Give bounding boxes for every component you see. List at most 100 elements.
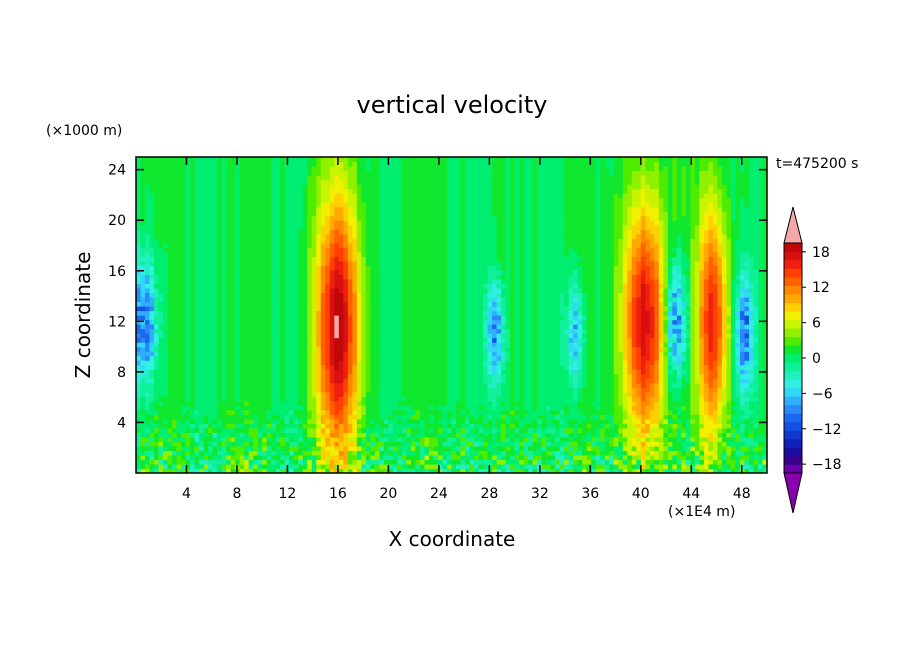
field-cell <box>379 418 385 424</box>
field-cell <box>266 400 272 406</box>
field-cell <box>199 405 205 411</box>
field-cell <box>343 463 349 470</box>
field-cell <box>424 409 430 415</box>
field-cell <box>226 369 232 375</box>
field-cell <box>744 315 750 321</box>
field-cell <box>199 414 205 420</box>
field-cell <box>460 423 466 429</box>
field-cell <box>298 351 304 357</box>
field-cell <box>343 409 349 415</box>
field-cell <box>699 387 705 393</box>
field-cell <box>230 364 236 370</box>
field-cell <box>392 405 399 411</box>
field-cell <box>415 355 421 361</box>
field-cell <box>415 315 421 321</box>
field-cell <box>181 387 187 393</box>
field-cell <box>352 405 358 411</box>
field-cell <box>582 337 588 343</box>
field-cell <box>618 396 624 402</box>
field-cell <box>514 346 520 352</box>
field-cell <box>550 319 556 325</box>
field-cell <box>726 342 732 348</box>
field-cell <box>388 445 394 452</box>
field-cell <box>172 400 178 406</box>
field-cell <box>703 441 710 447</box>
field-cell <box>284 454 290 461</box>
field-cell <box>469 310 475 316</box>
field-cell <box>266 409 272 415</box>
field-cell <box>167 463 173 470</box>
field-cell <box>609 450 615 456</box>
field-cell <box>154 378 160 384</box>
field-cell <box>627 436 633 442</box>
field-cell <box>212 351 218 357</box>
field-cell <box>465 436 471 442</box>
field-cell <box>483 364 489 370</box>
field-cell <box>645 396 651 402</box>
field-cell <box>374 342 380 348</box>
field-cell <box>681 463 687 470</box>
field-cell <box>203 355 209 361</box>
field-cell <box>604 432 610 438</box>
field-cell <box>627 391 633 397</box>
field-cell <box>690 342 696 348</box>
field-cell <box>230 450 236 456</box>
field-cell <box>437 459 444 465</box>
field-cell <box>181 400 187 406</box>
field-cell <box>154 450 160 456</box>
field-cell <box>658 342 664 348</box>
field-cell <box>622 427 628 433</box>
field-cell <box>505 324 511 330</box>
field-cell <box>271 418 277 424</box>
field-cell <box>379 355 385 361</box>
field-cell <box>703 328 710 334</box>
field-cell <box>320 423 326 429</box>
field-cell <box>415 423 421 429</box>
field-cell <box>199 319 205 325</box>
field-cell <box>487 346 493 352</box>
field-cell <box>185 315 191 321</box>
field-cell <box>181 319 187 325</box>
field-cell <box>600 396 606 402</box>
field-cell <box>266 436 272 442</box>
field-cell <box>726 351 732 357</box>
field-cell <box>428 427 435 433</box>
field-cell <box>519 369 525 375</box>
field-cell <box>717 400 723 406</box>
field-cell <box>365 364 371 370</box>
field-cell <box>748 378 755 384</box>
field-cell <box>546 337 552 343</box>
field-cell <box>456 333 462 339</box>
field-cell <box>226 450 232 456</box>
field-cell <box>690 387 696 393</box>
field-cell <box>374 400 380 406</box>
field-cell <box>582 355 588 361</box>
field-cell <box>221 319 227 325</box>
field-cell <box>465 369 471 375</box>
field-cell <box>244 324 250 330</box>
field-cell <box>235 436 241 442</box>
field-cell <box>226 427 232 433</box>
field-cell <box>266 427 272 433</box>
field-cell <box>577 378 583 384</box>
field-cell <box>154 333 160 339</box>
field-cell <box>681 315 687 321</box>
field-cell <box>604 391 610 397</box>
field-cell <box>735 324 741 330</box>
field-cell <box>365 310 371 316</box>
field-cell <box>613 445 619 452</box>
field-cell <box>721 342 728 348</box>
field-cell <box>388 409 394 415</box>
field-cell <box>730 409 737 415</box>
field-cell <box>762 360 767 366</box>
field-cell <box>532 450 538 456</box>
field-cell <box>694 319 700 325</box>
field-cell <box>613 436 619 442</box>
field-cell <box>595 463 601 470</box>
field-cell <box>424 355 430 361</box>
field-cell <box>388 387 394 393</box>
field-cell <box>185 378 191 384</box>
field-cell <box>442 324 448 330</box>
field-cell <box>708 351 714 357</box>
field-cell <box>721 445 728 452</box>
